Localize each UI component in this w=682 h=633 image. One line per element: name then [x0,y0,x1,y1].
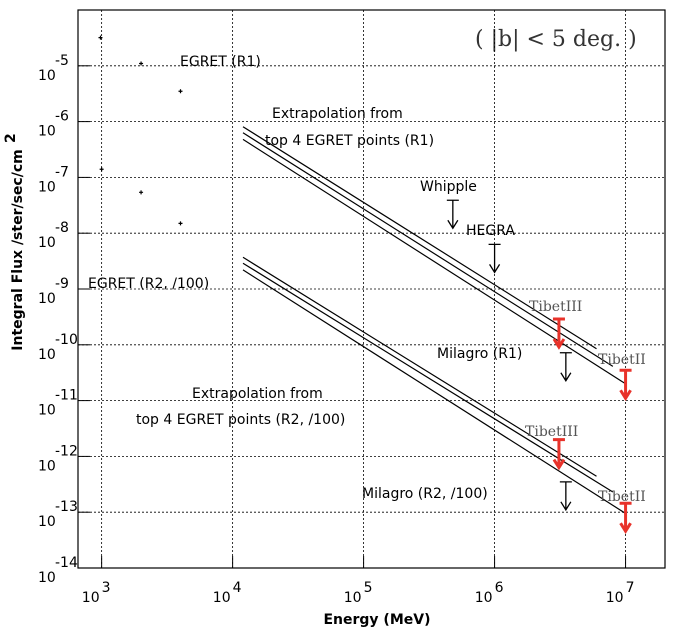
y-tick-exponent: -13 [55,499,78,515]
extrapolation-line [242,138,626,385]
extrapolation-line [242,262,614,493]
y-tick-label: 10 [38,124,56,140]
x-tick-label: 10 [475,590,493,606]
region-note: ( |b| < 5 deg. ) [475,27,637,52]
annotation: top 4 EGRET points (R2, /100) [136,412,345,428]
y-axis-label-sup: 2 [3,133,19,143]
annotation: top 4 EGRET points (R1) [265,133,434,149]
annotation: TibetIII [529,299,582,315]
upper-limit [559,352,572,382]
egret-point [139,190,144,195]
egret-point [178,221,183,226]
annotation: Extrapolation from [272,106,403,122]
egret-point [98,35,103,40]
extrapolation-line [242,269,626,514]
upper-limit [619,501,632,535]
y-tick-exponent: -5 [55,53,69,69]
x-tick-exponent: 5 [364,580,373,596]
y-tick-label: 10 [38,570,56,586]
egret-point [139,61,144,66]
y-tick-label: 10 [38,291,56,307]
annotation: Milagro (R2, /100) [362,486,488,502]
y-tick-exponent: -9 [55,276,69,292]
annotation: Extrapolation from [192,386,323,402]
annotation: TibetII [598,489,646,505]
upper-limit [552,317,566,350]
y-tick-label: 10 [38,514,56,530]
y-tick-exponent: -12 [55,443,78,459]
upper-limit [488,243,501,274]
y-tick-label: 10 [38,458,56,474]
extrapolation-line [242,132,614,367]
y-tick-label: 10 [38,235,56,251]
y-tick-label: 10 [38,403,56,419]
x-tick-label: 10 [213,590,231,606]
x-tick-exponent: 6 [495,580,504,596]
annotation: EGRET (R1) [180,54,261,70]
x-tick-exponent: 4 [233,580,242,596]
x-tick-label: 10 [606,590,624,606]
x-tick-label: 10 [344,590,362,606]
x-tick-exponent: 3 [102,580,111,596]
annotation: TibetII [598,352,646,368]
extrapolation-line [242,126,597,350]
y-tick-exponent: -14 [55,555,78,571]
y-tick-exponent: -7 [55,164,69,180]
annotation: Milagro (R1) [437,346,522,362]
upper-limit [552,438,566,471]
y-axis-label: Integral Flux /ster/sec/cm [10,149,26,350]
annotation: TibetIII [525,424,578,440]
y-tick-exponent: -8 [55,220,69,236]
egret-point [178,89,183,94]
y-tick-exponent: -6 [55,109,69,125]
x-tick-label: 10 [82,590,100,606]
upper-limit [619,368,632,402]
extrapolation-line [242,256,597,477]
upper-limit [446,199,459,230]
y-tick-exponent: -10 [55,332,78,348]
annotation: EGRET (R2, /100) [88,276,209,292]
annotation: Whipple [420,179,477,195]
y-tick-exponent: -11 [55,388,78,404]
x-tick-exponent: 7 [626,580,635,596]
x-axis-label: Energy (MeV) [323,612,430,628]
egret-point [99,167,104,172]
upper-limit [559,481,572,512]
annotation: HEGRA [466,223,515,239]
y-tick-label: 10 [38,68,56,84]
y-axis-label-group: Integral Flux /ster/sec/cm 2 [3,133,26,350]
y-tick-label: 10 [38,179,56,195]
y-tick-label: 10 [38,347,56,363]
